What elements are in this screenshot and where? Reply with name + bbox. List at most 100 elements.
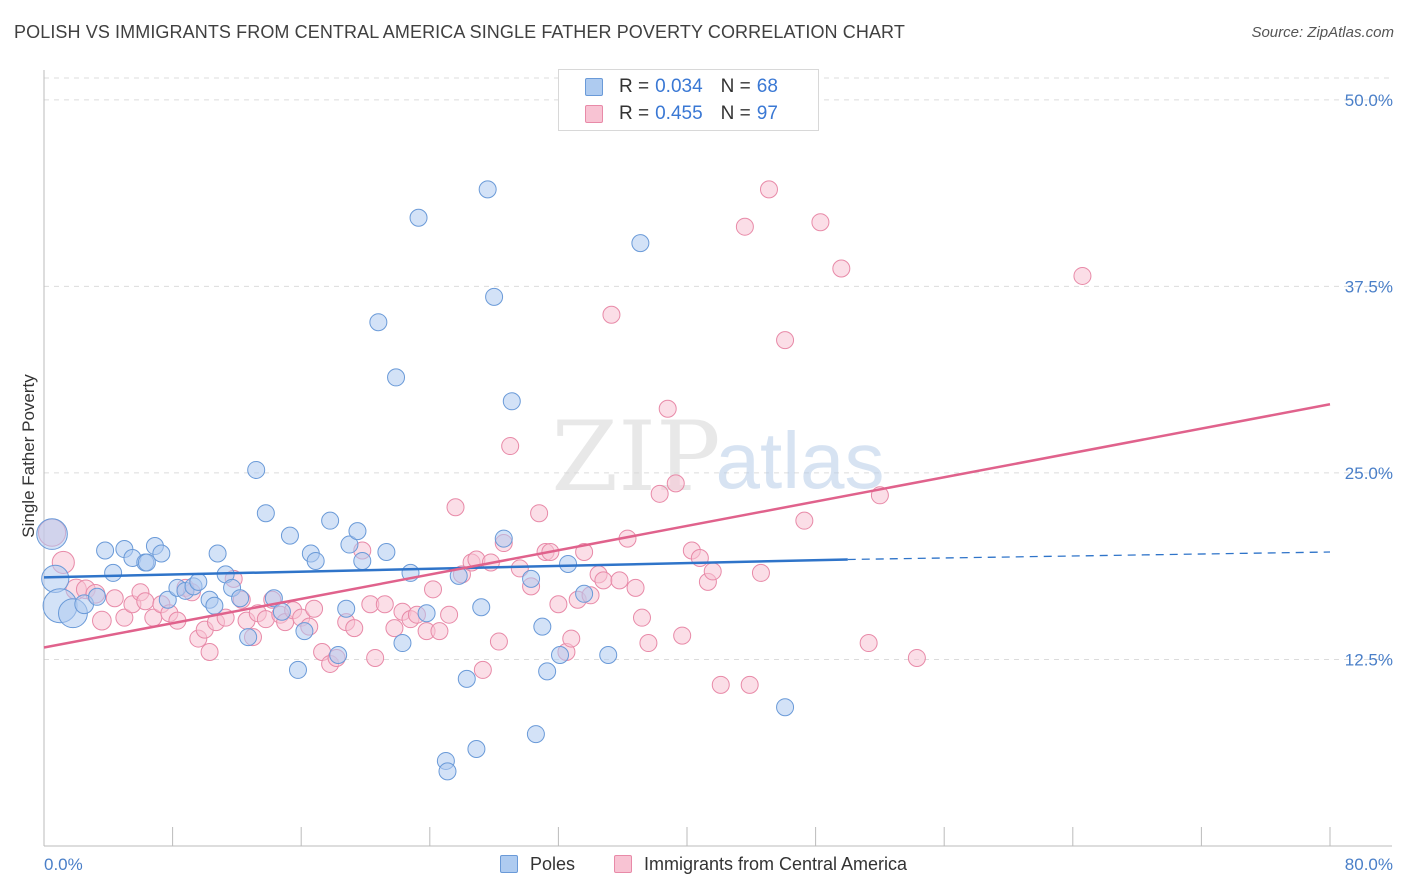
immigrants-point xyxy=(200,643,219,661)
poles-point xyxy=(467,740,486,758)
poles-point xyxy=(502,392,521,411)
immigrants-point xyxy=(594,571,613,590)
poles-point xyxy=(353,551,372,570)
poles-point xyxy=(96,541,115,560)
legend-n-label: N = xyxy=(720,103,751,124)
poles-point xyxy=(329,645,348,664)
poles-point xyxy=(776,698,795,717)
poles-point xyxy=(472,598,491,617)
immigrants-point xyxy=(366,648,385,667)
immigrants-point xyxy=(305,599,324,618)
y-tick-label: 37.5% xyxy=(1345,277,1393,296)
immigrants-point xyxy=(658,399,677,418)
immigrants-point xyxy=(703,562,722,581)
immigrants-point xyxy=(740,675,759,694)
poles-point xyxy=(205,596,224,615)
immigrants-point xyxy=(795,511,814,530)
immigrants-point xyxy=(92,610,112,631)
poles-point xyxy=(247,460,266,479)
immigrants-point xyxy=(776,331,795,350)
poles-point xyxy=(340,535,359,554)
bottom-legend-swatch-immigrants xyxy=(614,855,632,873)
poles-point xyxy=(337,599,356,618)
watermark-atlas: atlas xyxy=(716,416,885,505)
immigrants-point xyxy=(562,629,581,648)
immigrants-point xyxy=(859,634,878,653)
poles-point xyxy=(137,553,156,572)
immigrants-point xyxy=(440,605,459,624)
poles-point xyxy=(478,180,497,199)
legend: R = 0.034 N = 68 R = 0.455 N = 97 xyxy=(558,69,819,131)
legend-r-value: 0.455 xyxy=(655,103,703,124)
immigrants-point xyxy=(446,498,465,517)
immigrants-point xyxy=(907,648,926,667)
immigrants-point xyxy=(759,180,778,199)
immigrants-point xyxy=(626,578,645,597)
watermark: ZIP atlas xyxy=(551,401,884,513)
poles-point xyxy=(208,544,227,563)
legend-swatch-poles xyxy=(585,78,603,96)
poles-point xyxy=(599,645,618,664)
immigrants-point xyxy=(501,437,520,456)
legend-row-immigrants: R = 0.455 N = 97 xyxy=(585,102,778,126)
immigrants-point xyxy=(632,608,651,627)
legend-n-value: 97 xyxy=(756,103,778,124)
chart-title: POLISH VS IMMIGRANTS FROM CENTRAL AMERIC… xyxy=(14,22,905,42)
poles-point xyxy=(631,234,650,253)
immigrants-point xyxy=(115,608,134,627)
y-tick-label: 50.0% xyxy=(1345,91,1393,110)
trend-lines xyxy=(43,403,1331,649)
poles-point xyxy=(369,313,388,332)
poles-point xyxy=(280,526,299,545)
poles-point xyxy=(575,584,594,603)
poles-point xyxy=(559,554,578,573)
poles-point xyxy=(377,543,396,562)
x-tick-label: 0.0% xyxy=(44,855,83,874)
legend-n-value: 68 xyxy=(756,76,778,97)
poles-point xyxy=(256,504,275,523)
poles-point xyxy=(189,572,208,591)
immigrants-point xyxy=(751,563,770,582)
immigrants-point xyxy=(136,592,155,611)
poles-point xyxy=(417,604,436,623)
immigrants-point xyxy=(735,217,754,236)
bottom-legend-swatch-poles xyxy=(500,855,518,873)
y-tick-label: 25.0% xyxy=(1345,464,1393,483)
poles-point xyxy=(494,529,513,548)
immigrants-point xyxy=(105,589,124,608)
poles-point xyxy=(158,590,177,609)
immigrants-trend-line xyxy=(43,403,1331,649)
immigrants-point xyxy=(424,580,443,599)
poles-point xyxy=(239,628,258,647)
immigrants-point xyxy=(602,305,621,324)
immigrants-point xyxy=(473,660,492,679)
source-credit: Source: ZipAtlas.com xyxy=(1251,24,1394,41)
poles-point xyxy=(551,645,570,664)
poles-point xyxy=(457,669,476,688)
immigrants-point xyxy=(430,622,449,641)
poles-point xyxy=(88,587,107,606)
immigrants-point xyxy=(530,504,549,523)
poles-point xyxy=(152,544,171,563)
poles-point xyxy=(295,622,314,641)
poles-point xyxy=(348,522,367,541)
legend-n-label: N = xyxy=(720,76,751,97)
poles-point xyxy=(387,368,406,387)
immigrants-point xyxy=(610,571,629,590)
immigrants-point xyxy=(510,559,529,578)
tick-labels: 12.5% 25.0% 37.5% 50.0% 0.0% 80.0% Single Fath… xyxy=(19,91,1393,874)
bottom-legend-label-poles: Poles xyxy=(530,853,576,874)
poles-point xyxy=(231,589,250,608)
immigrants-point xyxy=(650,484,669,503)
immigrants-point xyxy=(385,619,404,638)
poles-point xyxy=(36,518,68,550)
immigrants-point xyxy=(375,595,394,614)
poles-point xyxy=(272,602,291,621)
poles-point xyxy=(409,208,428,227)
immigrants-point xyxy=(673,626,692,645)
bottom-legend-label-immigrants: Immigrants from Central America xyxy=(644,853,908,874)
immigrants-point xyxy=(549,595,568,614)
legend-r-label: R = xyxy=(619,76,650,97)
immigrants-point xyxy=(832,259,851,278)
y-tick-label: 12.5% xyxy=(1345,650,1393,669)
